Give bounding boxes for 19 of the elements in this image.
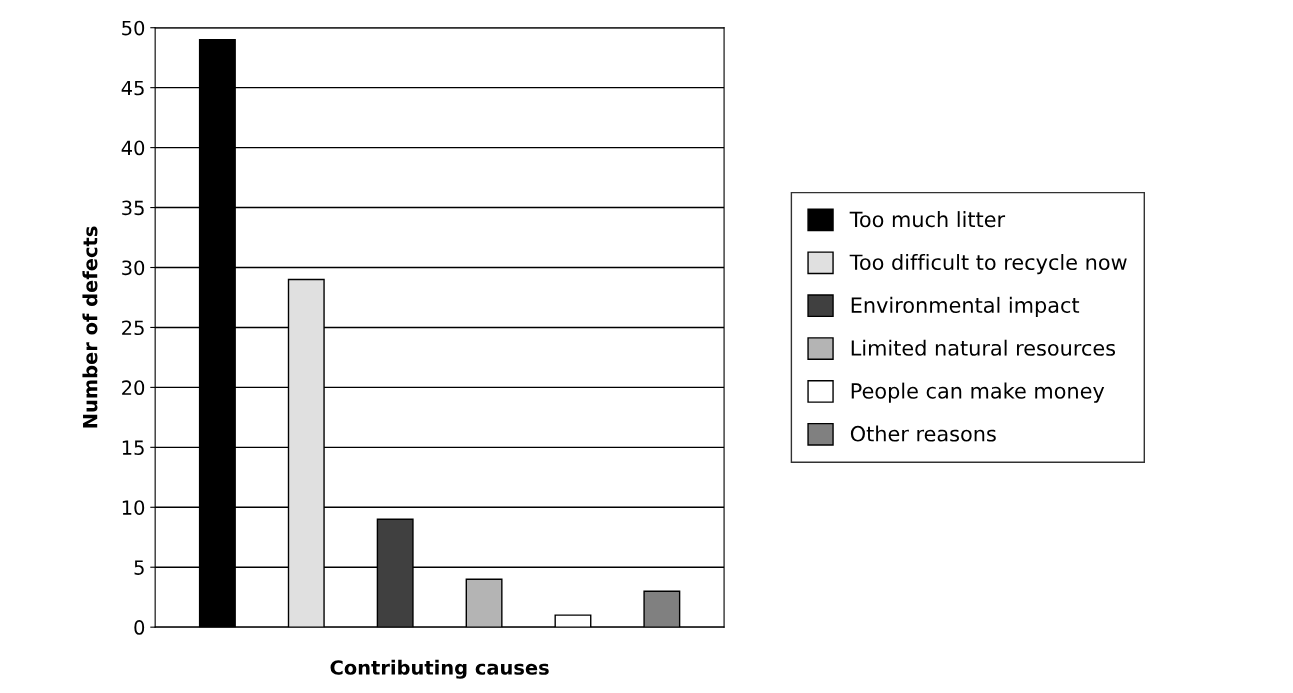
y-tick-label: 10 — [122, 500, 145, 515]
y-axis-title: Number of defects — [82, 226, 98, 428]
y-tick-label: 20 — [122, 380, 145, 396]
legend-label: Limited natural resources — [851, 339, 1116, 356]
y-tick-label: 15 — [122, 440, 144, 455]
y-tick-label: 40 — [121, 140, 145, 156]
y-tick-label: 45 — [121, 80, 144, 96]
y-tick-label: 25 — [122, 320, 144, 336]
y-tick-label: 30 — [122, 260, 145, 276]
legend-label: People can make money — [851, 382, 1105, 403]
y-tick-label: 35 — [122, 200, 144, 216]
legend-label: Too much litter — [849, 211, 1006, 228]
y-tick-label: 5 — [134, 560, 144, 575]
y-tick-label: 0 — [134, 620, 145, 635]
legend-label: Too difficult to recycle now — [849, 253, 1127, 275]
legend-label: Other reasons — [850, 425, 996, 442]
x-axis-title: Contributing causes — [330, 659, 549, 679]
legend-label: Environmental impact — [851, 296, 1080, 318]
y-tick-label: 50 — [122, 20, 145, 36]
